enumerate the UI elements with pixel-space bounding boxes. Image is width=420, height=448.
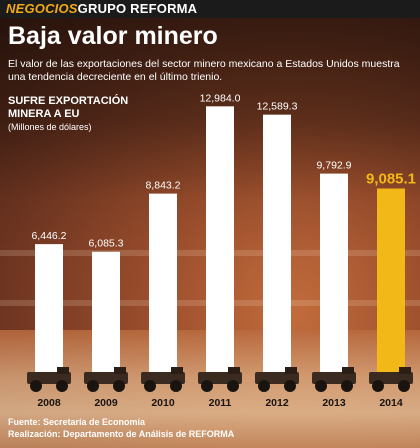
year-label-2010: 2010 — [151, 397, 175, 409]
chart-title: SUFRE EXPORTACIÓN MINERA A EU — [8, 95, 129, 120]
chart-units: (Millones de dólares) — [8, 122, 92, 132]
source-line: Fuente: Secretaría de Economía — [8, 417, 146, 427]
header-bar: NEGOCIOSGRUPO REFORMA — [0, 0, 420, 18]
year-label-2009: 2009 — [94, 397, 118, 409]
brand-label: GRUPO REFORMA — [77, 1, 198, 16]
section-label: NEGOCIOS — [6, 1, 78, 16]
haul-truck-icon — [312, 367, 356, 392]
value-label-2014: 9,085.1 — [366, 171, 416, 188]
haul-truck-icon — [84, 367, 128, 392]
bar-2009 — [92, 251, 120, 380]
bar-2014 — [377, 188, 405, 380]
year-label-2013: 2013 — [322, 397, 346, 409]
haul-truck-icon — [369, 367, 413, 392]
haul-truck-icon — [141, 367, 185, 392]
value-label-2011: 12,984.0 — [200, 92, 241, 104]
bar-2012 — [263, 114, 291, 380]
bar-2010 — [149, 193, 177, 380]
haul-truck-icon — [255, 367, 299, 392]
haul-truck-icon — [198, 367, 242, 392]
bar-2013 — [320, 173, 348, 380]
subtitle: El valor de las exportaciones del sector… — [8, 58, 400, 83]
year-label-2011: 2011 — [209, 397, 232, 409]
year-label-2012: 2012 — [265, 397, 289, 409]
value-label-2009: 6,085.3 — [88, 238, 123, 250]
haul-truck-icon — [27, 367, 71, 392]
year-label-2014: 2014 — [379, 397, 403, 409]
value-label-2010: 8,843.2 — [145, 180, 180, 192]
year-label-2008: 2008 — [37, 397, 61, 409]
value-label-2012: 12,589.3 — [257, 101, 298, 113]
bar-2008 — [35, 244, 63, 380]
page-title: Baja valor minero — [8, 22, 218, 50]
source-note: Fuente: Secretaría de Economía Realizaci… — [8, 416, 234, 440]
value-label-2013: 9,792.9 — [316, 160, 351, 172]
bar-2011 — [206, 106, 234, 381]
value-label-2008: 6,446.2 — [31, 230, 66, 242]
credit-line: Realización: Departamento de Análisis de… — [8, 429, 235, 439]
